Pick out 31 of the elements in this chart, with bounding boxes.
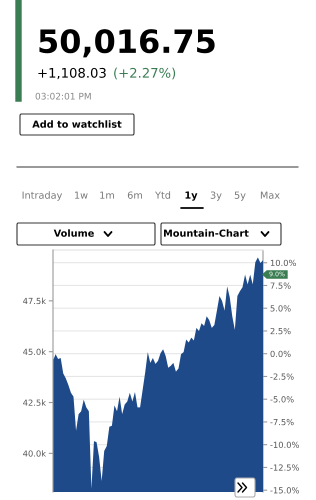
y2-tick-label: 10.0% — [270, 260, 296, 266]
text: Max — [260, 192, 280, 199]
y2-tick-label: -5.0% — [270, 396, 294, 402]
y-tick-label: 45.0k — [23, 348, 46, 355]
y-tick-label: 47.5k — [23, 298, 46, 304]
text: 50,016.75 — [39, 29, 215, 58]
text: 1m — [100, 192, 114, 199]
y2-tick-label: -2.5% — [270, 373, 294, 380]
y2-tick-label: -15.0% — [270, 487, 299, 494]
text: 6m — [128, 191, 142, 199]
text: 5y — [234, 192, 246, 201]
y2-tick-label: 7.5% — [270, 282, 291, 289]
text: +1,108.03 — [38, 68, 106, 80]
text: 1w — [75, 192, 88, 199]
text: Volume — [54, 229, 94, 237]
text: Intraday — [22, 191, 62, 201]
text: Mountain-Chart — [164, 229, 249, 237]
y2-tick-label: 2.5% — [270, 328, 291, 334]
text: Ytd — [155, 191, 170, 199]
y2-tick-label: 5.0% — [270, 305, 291, 312]
text: 03:02:01 PM — [36, 92, 91, 100]
y2-tick-label: -12.5% — [270, 464, 299, 471]
y2-tick-label: 0.0% — [270, 350, 291, 357]
y2-tick-label: -10.0% — [270, 442, 299, 448]
text: 3y — [210, 191, 222, 201]
text: Add to watchlist — [32, 120, 122, 128]
y2-tick-label: -7.5% — [270, 418, 294, 426]
y-tick-label: 42.5k — [23, 399, 46, 406]
y-tick-label: 40.0k — [23, 450, 46, 457]
text: 1y — [186, 192, 198, 201]
text: (+2.27%) — [114, 68, 176, 80]
